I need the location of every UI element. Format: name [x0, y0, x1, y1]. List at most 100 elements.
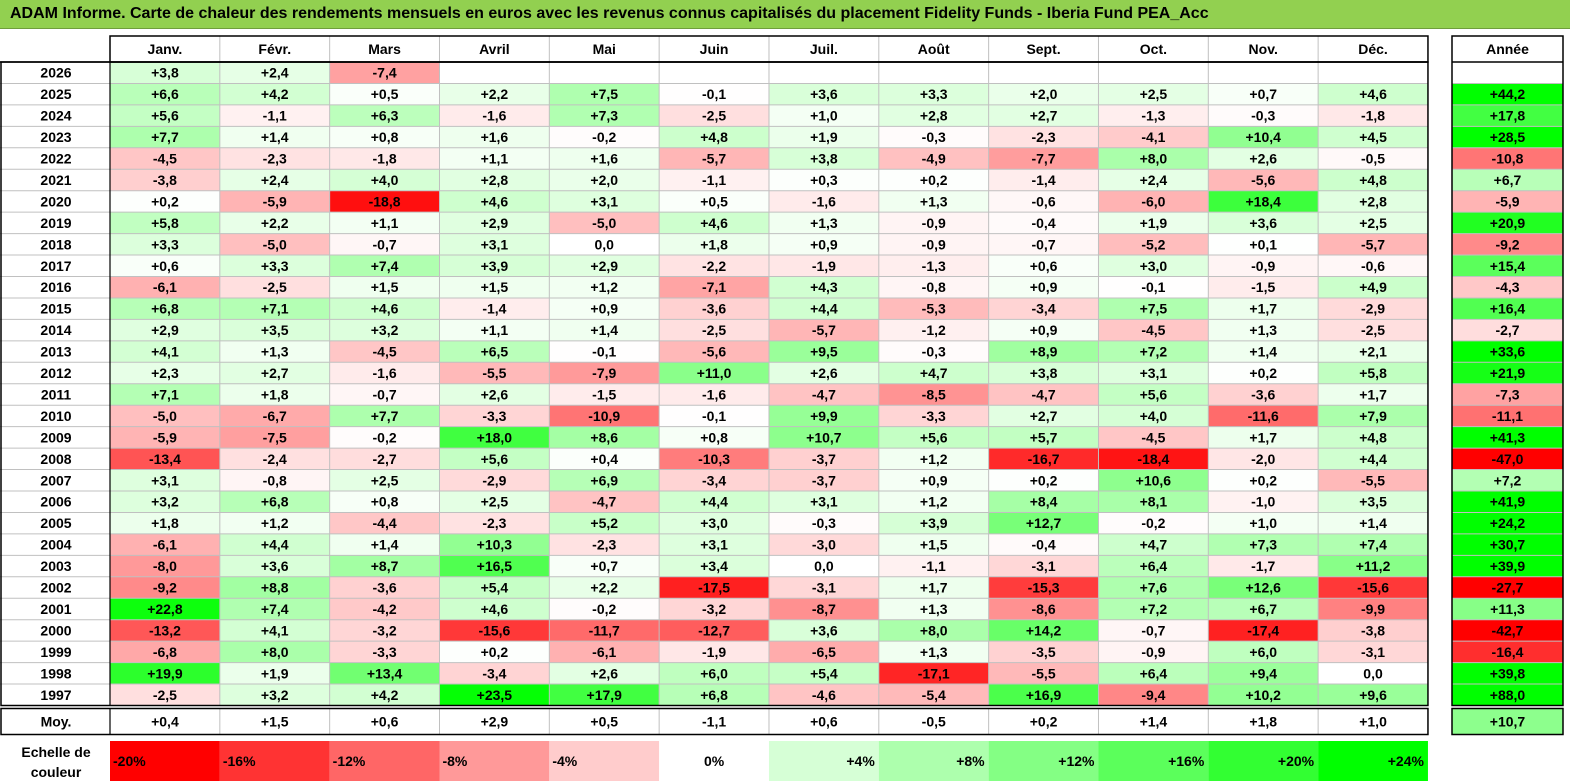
annual-value: -5,9 [1495, 193, 1519, 209]
cell-value: +3,3 [261, 258, 289, 274]
year-label: 2018 [40, 236, 71, 252]
cell-value: +0,9 [810, 236, 838, 252]
cell-value: -5,6 [1251, 172, 1275, 188]
cell-value: -4,5 [1141, 429, 1165, 445]
cell-value: +0,7 [1249, 86, 1277, 102]
column-header: Sept. [1026, 41, 1060, 57]
annual-value: +30,7 [1490, 537, 1526, 553]
cell-value: -1,5 [592, 386, 616, 402]
cell-value: +3,5 [261, 322, 289, 338]
cell-value: -0,1 [592, 344, 616, 360]
cell-value: +3,2 [261, 687, 289, 703]
cell-value: -4,6 [812, 687, 836, 703]
cell-value: +4,4 [1359, 451, 1387, 467]
cell-value: +18,0 [477, 429, 513, 445]
cell-value: -7,1 [702, 279, 726, 295]
cell-value: -1,3 [1141, 108, 1165, 124]
cell-value: 0,0 [595, 236, 615, 252]
cell-value: +2,9 [590, 258, 618, 274]
cell-value: -4,5 [373, 344, 397, 360]
cell-value: +19,9 [147, 665, 183, 681]
cell-value: +3,1 [151, 472, 179, 488]
cell-value: +1,2 [920, 451, 948, 467]
cell-value: +1,9 [1140, 215, 1168, 231]
cell-value: -15,3 [1028, 580, 1060, 596]
cell-value: -0,9 [1251, 258, 1275, 274]
cell-value: +1,3 [920, 193, 948, 209]
cell-value: +1,2 [590, 279, 618, 295]
average-value: +0,6 [371, 714, 399, 730]
cell-value: +11,0 [697, 365, 732, 381]
cell-value: +8,6 [590, 429, 618, 445]
cell-value: -5,0 [263, 236, 287, 252]
cell-value: +4,3 [810, 279, 838, 295]
cell-value: -1,7 [1251, 558, 1275, 574]
cell-value: +0,6 [151, 258, 179, 274]
average-value: +1,4 [1140, 714, 1168, 730]
cell-value: -2,5 [1361, 322, 1385, 338]
cell-value: -7,4 [373, 65, 397, 81]
cell-value: +1,3 [920, 644, 948, 660]
cell-value: +1,7 [1359, 386, 1387, 402]
cell-value: -4,7 [1031, 386, 1055, 402]
year-label: 1998 [40, 665, 71, 681]
cell-value: +7,2 [1140, 344, 1168, 360]
cell-value: +3,1 [1140, 365, 1168, 381]
cell-value: -13,2 [149, 622, 181, 638]
cell-value: +3,1 [700, 537, 728, 553]
cell-value: +7,4 [261, 601, 289, 617]
cell-value: -2,2 [702, 258, 726, 274]
cell-value: -7,5 [263, 429, 287, 445]
year-label: 2026 [40, 65, 71, 81]
scale-step-label: -8% [442, 753, 467, 769]
year-label: 2021 [40, 172, 71, 188]
cell-value: -5,5 [1361, 472, 1385, 488]
cell-value: +10,4 [1245, 129, 1281, 145]
cell-value: -3,1 [1361, 644, 1385, 660]
cell-value: -2,3 [592, 537, 616, 553]
year-label: 2023 [40, 129, 71, 145]
year-label: 2014 [40, 322, 71, 338]
annual-cell [1452, 62, 1563, 83]
cell-value: -17,5 [698, 580, 730, 596]
heatmap-cell [439, 62, 549, 83]
cell-value: -4,5 [1141, 322, 1165, 338]
cell-value: +1,0 [1249, 515, 1277, 531]
cell-value: -5,9 [263, 193, 287, 209]
cell-value: -3,1 [812, 580, 836, 596]
cell-value: +1,7 [920, 580, 948, 596]
cell-value: +1,2 [261, 515, 289, 531]
cell-value: -2,5 [702, 108, 726, 124]
year-label: 2012 [40, 365, 71, 381]
cell-value: -13,4 [149, 451, 181, 467]
cell-value: -15,6 [478, 622, 510, 638]
cell-value: +4,8 [1359, 172, 1387, 188]
cell-value: +4,9 [1359, 279, 1387, 295]
cell-value: -1,6 [702, 386, 726, 402]
cell-value: +3,8 [810, 151, 838, 167]
cell-value: +0,2 [481, 644, 509, 660]
cell-value: +4,0 [371, 172, 399, 188]
cell-value: -3,7 [812, 472, 836, 488]
cell-value: -6,5 [812, 644, 836, 660]
cell-value: +6,5 [481, 344, 509, 360]
heatmap-cell [549, 62, 659, 83]
cell-value: -0,2 [373, 429, 397, 445]
cell-value: -6,1 [153, 279, 177, 295]
heatmap-cell [659, 62, 769, 83]
annual-value: -47,0 [1492, 451, 1524, 467]
average-value: +0,4 [151, 714, 179, 730]
annual-value: +41,9 [1490, 494, 1526, 510]
cell-value: +10,6 [1136, 472, 1172, 488]
cell-value: -2,9 [482, 472, 506, 488]
cell-value: -5,0 [592, 215, 616, 231]
cell-value: +7,9 [1359, 408, 1387, 424]
cell-value: -0,7 [1031, 236, 1055, 252]
scale-step-label: +24% [1388, 753, 1425, 769]
cell-value: +2,4 [261, 172, 289, 188]
annual-value: -42,7 [1492, 622, 1524, 638]
cell-value: -11,7 [589, 622, 620, 638]
cell-value: -3,4 [702, 472, 726, 488]
cell-value: +7,6 [1140, 580, 1168, 596]
